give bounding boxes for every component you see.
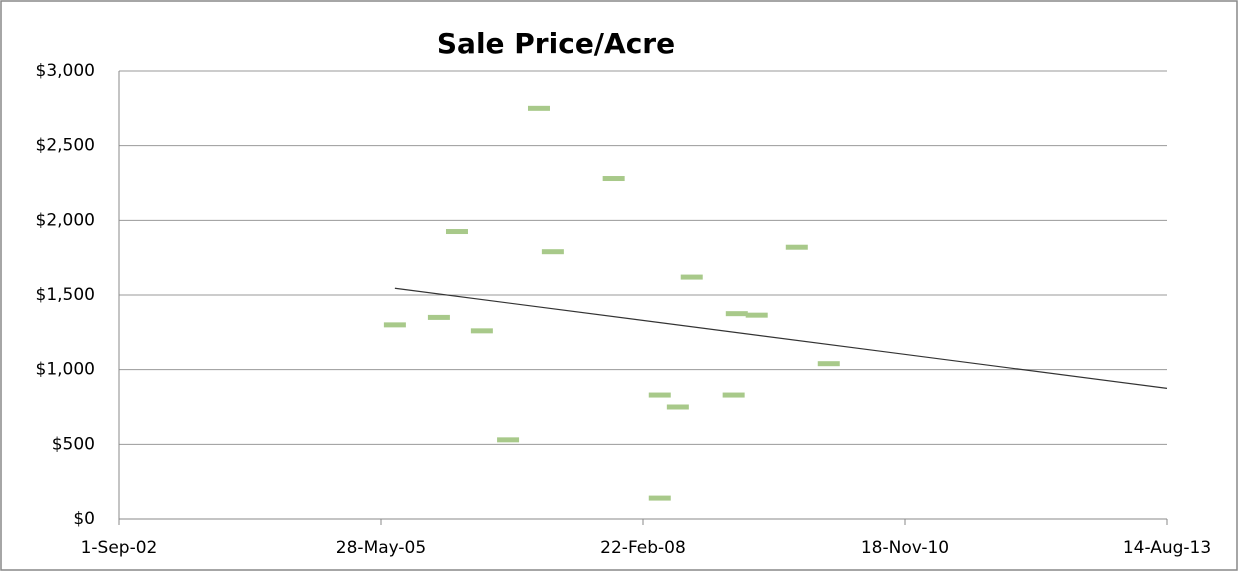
y-tick-label: $2,000: [36, 210, 95, 230]
point: [427, 314, 450, 320]
x-tick-label: 28-May-05: [336, 538, 426, 558]
y-tick-label: $0: [73, 509, 95, 529]
point: [725, 311, 748, 317]
chart-title: Sale Price/Acre: [437, 27, 675, 60]
point: [445, 229, 468, 235]
y-tick-label: $3,000: [36, 61, 95, 81]
point: [648, 392, 671, 398]
x-tick-label: 14-Aug-13: [1123, 538, 1211, 558]
point: [745, 312, 768, 318]
point: [817, 361, 840, 367]
x-tick-label: 1-Sep-02: [81, 538, 158, 558]
x-tick-label: 18-Nov-10: [861, 538, 949, 558]
point: [497, 437, 520, 443]
y-tick-label: $1,000: [36, 360, 95, 380]
point: [383, 322, 406, 328]
trendline: [394, 287, 1168, 389]
point: [470, 328, 493, 334]
point: [722, 392, 745, 398]
y-tick-label: $1,500: [36, 285, 95, 305]
point: [680, 274, 703, 280]
y-tick-label: $2,500: [36, 136, 95, 156]
point: [666, 404, 689, 410]
point: [602, 176, 625, 182]
x-tick-label: 22-Feb-08: [600, 538, 686, 558]
point: [527, 105, 550, 111]
point: [541, 249, 564, 255]
point: [785, 244, 808, 250]
point: [648, 495, 671, 501]
y-tick-label: $500: [52, 434, 95, 454]
